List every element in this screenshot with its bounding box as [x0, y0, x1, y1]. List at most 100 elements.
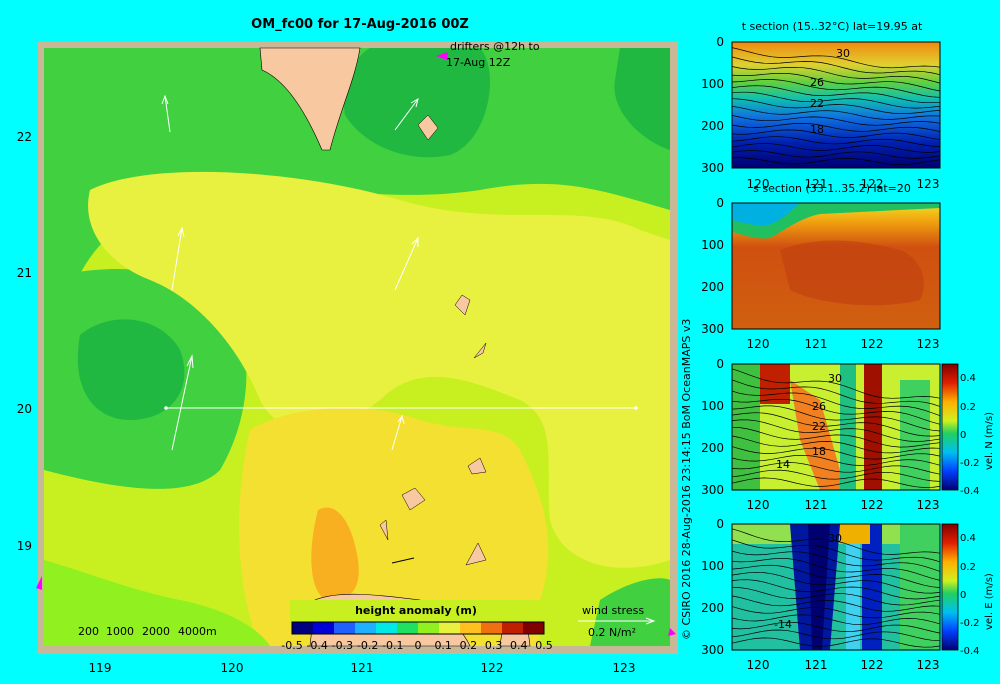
colorbar-cell: [355, 622, 377, 634]
drifter-marker: [36, 576, 42, 590]
colorbar-tick: -0.2: [960, 458, 980, 469]
contour-line: [731, 105, 941, 120]
colorbar-cells: [292, 622, 545, 634]
contour-line: [731, 586, 941, 606]
lat-axis: 22 21 20 19: [17, 130, 32, 553]
y-tick-label: 300: [701, 483, 724, 497]
colorbar-outline: [291, 621, 545, 635]
current-arrow: [171, 355, 193, 451]
colorbar-tick-label: -0.5: [281, 639, 302, 652]
x-tick-label: 120: [747, 337, 770, 351]
current-arrows: [161, 94, 419, 451]
contour-line: [731, 122, 941, 132]
colorbar-tick-label: 0.5: [535, 639, 553, 652]
contour-line: [731, 136, 941, 147]
contour-label: 22: [812, 420, 826, 433]
drifter-marker: [436, 52, 448, 60]
colorbar-cell: [334, 622, 356, 634]
field-green-bottomleft: [44, 560, 270, 646]
x-tick-label: 121: [805, 177, 828, 191]
y-tick-label: 0: [716, 517, 724, 531]
t-section-panel: t section (15..32°C) lat=19.95 at 30 26 …: [701, 20, 941, 191]
contour-label: 26: [812, 400, 826, 413]
colorbar-tick-label: -0.2: [357, 639, 378, 652]
contour-line: [731, 72, 941, 92]
vel-n-contours: [731, 368, 941, 488]
field-yellowgreen: [88, 171, 671, 568]
colorbar-cell: [376, 622, 398, 634]
colorbar-tick: 0: [960, 590, 966, 601]
contour-line: [731, 157, 941, 165]
panel-title: s section (33.1..35.2) lat=20: [753, 182, 911, 195]
contour-label: 18: [812, 445, 826, 458]
x-tick-label: 122: [861, 658, 884, 672]
lon-tick-label: 123: [613, 661, 636, 675]
s-section-core: [780, 240, 924, 306]
current-arrow-head: [411, 236, 419, 247]
y-tick-label: 100: [701, 77, 724, 91]
wind-stress-label: wind stress: [582, 604, 644, 617]
colorbar-label: vel. N (m/s): [984, 412, 995, 470]
wind-stress-scale: 0.2 N/m²: [588, 626, 636, 639]
vel-n-panel: 30 26 22 18 14 0.4 0.2 0 -0.2 -0.4 vel. …: [701, 357, 995, 512]
panel-frame: [731, 523, 941, 651]
vel-n-band: [760, 364, 790, 404]
island: [467, 457, 487, 475]
panel-frame: [731, 41, 941, 169]
vel-e-band: [840, 524, 870, 544]
lon-tick-label: 120: [221, 661, 244, 675]
lon-tick-label: 122: [481, 661, 504, 675]
lat-tick-label: 20: [17, 402, 32, 416]
x-tick-label: 122: [861, 498, 884, 512]
depth-legend-label: 2000: [142, 625, 170, 638]
current-arrow: [394, 237, 419, 291]
y-tick-label: 100: [701, 238, 724, 252]
field-darkgreen-eddy: [77, 319, 185, 420]
x-tick-label: 121: [805, 498, 828, 512]
contour-label: 30: [828, 532, 842, 545]
contour-line: [731, 150, 941, 159]
colorbar-tick: -0.2: [960, 618, 980, 629]
current-arrow-head: [410, 97, 419, 108]
colorbar-tick-label: -0.1: [382, 639, 403, 652]
colorbar: height anomaly (m) -0.5 -0.4 -0.3 -0.2 -0.1 0…: [281, 600, 553, 652]
s-section-panel: s section (33.1..35.2) lat=20 0 100 200 …: [701, 182, 941, 351]
contour-label: 30: [836, 47, 850, 60]
contour-line: [731, 550, 941, 572]
map-title: OM_fc00 for 17-Aug-2016 00Z: [251, 17, 469, 32]
colorbar-cell: [292, 622, 314, 634]
colorbar-tick-label: 0.3: [485, 639, 503, 652]
island: [473, 342, 487, 359]
contour-line: [731, 143, 941, 153]
x-tick-label: 121: [805, 337, 828, 351]
current-arrow: [171, 227, 183, 291]
contour-line: [731, 557, 941, 581]
contour-line: [731, 595, 941, 612]
y-tick-label: 200: [701, 280, 724, 294]
colorbar-tick: 0.2: [960, 562, 976, 573]
field-green-top: [44, 48, 670, 300]
panel-frame: [731, 202, 941, 330]
vel-n-band: [864, 364, 882, 490]
field-darkgreen-topright: [614, 48, 670, 150]
panel-title: t section (15..32°C) lat=19.95 at: [742, 20, 923, 33]
colorbar-tick-label: 0.4: [510, 639, 528, 652]
contour-line: [731, 91, 941, 109]
contour-line: [731, 454, 941, 466]
contour-line: [731, 462, 941, 475]
contour-line: [731, 469, 941, 482]
contour-line: [731, 539, 941, 563]
colorbar-cell: [460, 622, 482, 634]
contour-line: [731, 614, 941, 626]
y-tick-label: 100: [701, 399, 724, 413]
lon-tick-label: 121: [351, 661, 374, 675]
vel-e-band: [808, 524, 830, 650]
current-arrow: [394, 98, 419, 131]
y-tick-label: 300: [701, 161, 724, 175]
contour-line: [731, 398, 941, 425]
colorbar-tick-label: -0.3: [332, 639, 353, 652]
y-tick-label: 300: [701, 643, 724, 657]
colorbar-tick: 0.2: [960, 402, 976, 413]
contour-line: [731, 477, 941, 488]
colorbar-ticks: -0.5 -0.4 -0.3 -0.2 -0.1 0 0.1 0.2 0.3 0.4 0.5: [281, 639, 552, 652]
